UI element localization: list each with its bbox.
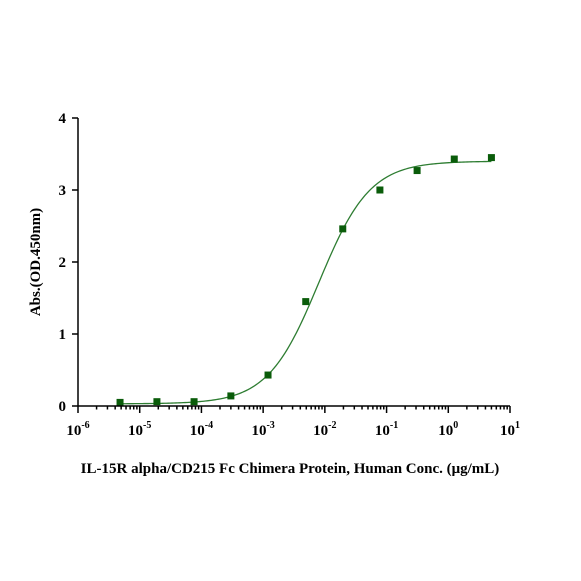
x-ticks: 10-6 10-5 10-4 10-3 10-2 10-1 100 101 [66,406,520,439]
plot-area [116,154,495,406]
data-point [413,167,421,175]
data-point [376,186,384,194]
data-point [450,155,458,163]
x-tick-label: 10-5 [128,420,151,439]
y-tick-label: 2 [59,255,67,271]
data-point [190,398,198,406]
x-tick-label: 101 [500,420,520,439]
x-tick-label: 10-6 [66,420,89,439]
y-tick-label: 3 [59,183,67,199]
y-tick-label: 0 [59,399,67,415]
x-tick-label: 10-1 [375,420,398,439]
data-point [116,398,124,406]
data-point [153,398,161,406]
data-point [339,225,347,233]
x-axis-label: IL-15R alpha/CD215 Fc Chimera Protein, H… [81,461,500,477]
x-tick-label: 10-2 [313,420,336,439]
y-axis-label: Abs.(OD.450nm) [28,208,44,316]
data-point [264,371,272,379]
data-point [227,392,235,400]
x-tick-label: 10-4 [190,420,213,439]
data-point [302,298,310,306]
data-points [116,154,495,406]
y-ticks: 0 1 2 3 4 [59,111,78,415]
x-tick-label: 10-3 [251,420,274,439]
x-tick-label: 100 [438,420,458,439]
y-tick-label: 4 [59,111,67,127]
y-tick-label: 1 [59,327,67,343]
fit-curve [120,160,492,405]
data-point [487,154,495,162]
